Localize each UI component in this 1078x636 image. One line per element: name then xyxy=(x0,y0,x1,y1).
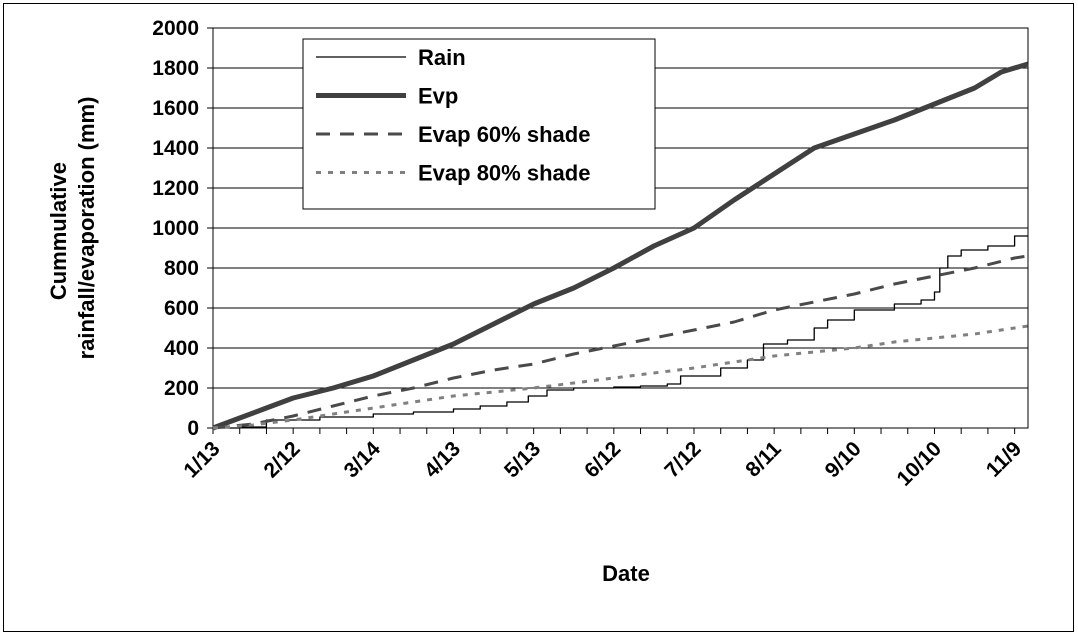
legend-label: Evap 60% shade xyxy=(418,122,590,147)
x-tick-label: 6/12 xyxy=(580,437,625,482)
y-tick-label: 600 xyxy=(164,297,199,320)
x-tick-label: 4/13 xyxy=(420,437,465,482)
y-tick-label: 1200 xyxy=(152,177,199,200)
series-lines xyxy=(212,61,1029,431)
x-tick-label: 11/9 xyxy=(982,437,1026,481)
y-tick-label: 400 xyxy=(164,337,199,360)
x-tick-label: 2/12 xyxy=(260,437,305,482)
x-tick-label: 10/10 xyxy=(893,437,946,490)
x-tick-label: 8/11 xyxy=(741,437,786,482)
x-tick-label: 3/14 xyxy=(340,437,385,482)
y-axis-ticks: 0 200 400 600 800 1000 1200 1400 1600 1800 2000 xyxy=(152,17,213,440)
x-tick-label: 1/13 xyxy=(179,437,224,482)
y-tick-label: 200 xyxy=(164,377,199,400)
x-tick-label: 9/10 xyxy=(821,437,866,482)
y-axis-title-line2: rainfall/evaporation (mm) xyxy=(74,97,99,360)
legend-label: Rain xyxy=(418,45,466,70)
legend-label: Evp xyxy=(418,84,458,109)
y-axis-title-line1: Cummulative xyxy=(46,162,71,300)
y-tick-label: 1600 xyxy=(152,97,199,120)
y-axis-title: Cummulative rainfall/evaporation (mm) xyxy=(46,97,99,360)
legend: Rain Evp Evap 60% shade Evap 80% shade xyxy=(302,38,656,210)
x-axis-title: Date xyxy=(602,561,650,586)
series-line-rain xyxy=(213,235,1028,429)
x-tick-label: 5/13 xyxy=(500,437,545,482)
legend-label: Evap 80% shade xyxy=(418,161,590,186)
legend-items: Rain Evp Evap 60% shade Evap 80% shade xyxy=(316,45,590,186)
y-tick-label: 1000 xyxy=(152,217,199,240)
series-line-evp xyxy=(212,61,1029,431)
y-tick-label: 1400 xyxy=(152,137,199,160)
y-tick-label: 0 xyxy=(187,417,199,440)
x-axis-ticks: 1/13 2/12 3/14 4/13 5/13 6/12 7/12 8/11 9/10 10/1… xyxy=(179,428,1026,491)
x-tick-label: 7/12 xyxy=(660,437,705,482)
y-tick-label: 800 xyxy=(164,257,199,280)
legend-box xyxy=(302,38,656,210)
series-line-evap-80-shade xyxy=(212,324,1029,430)
y-tick-label: 2000 xyxy=(152,17,199,40)
y-tick-label: 1800 xyxy=(152,57,199,80)
